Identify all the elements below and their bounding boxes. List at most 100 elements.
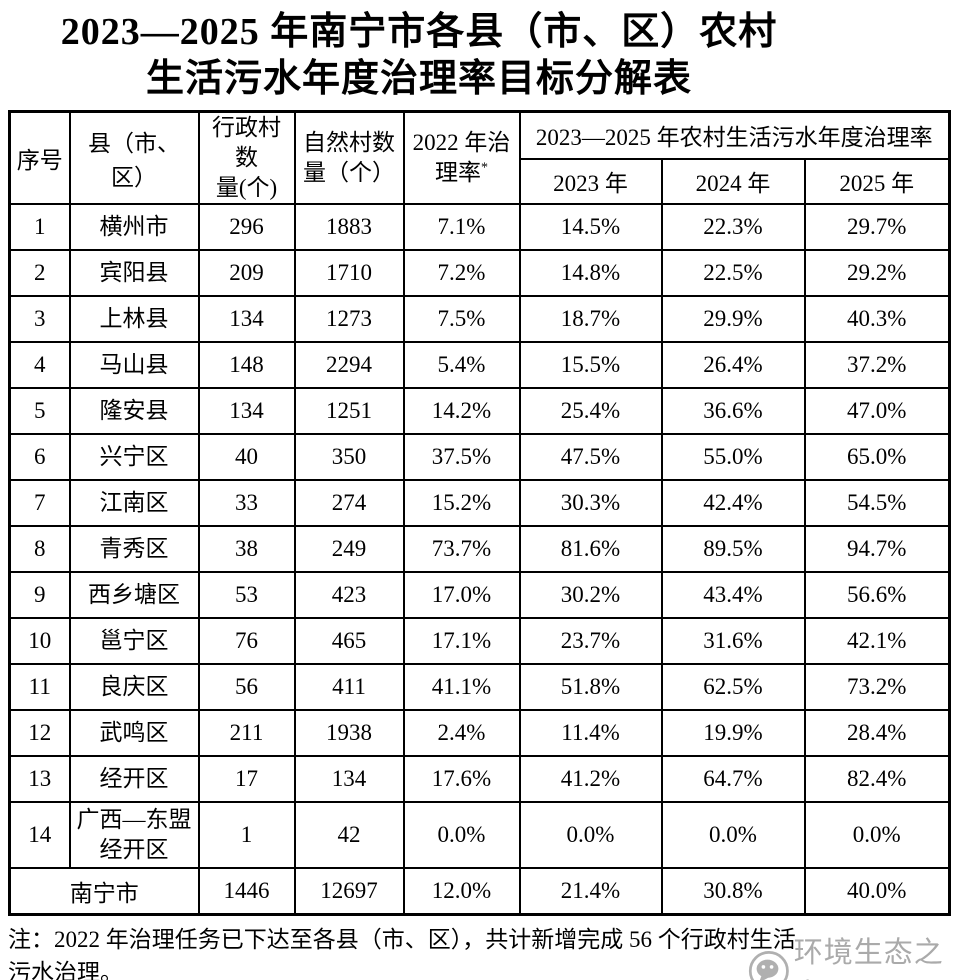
header-natural-villages: 自然村数 量（个） [293, 110, 405, 205]
natural-villages-cell: 2294 [293, 341, 405, 389]
rate-2023-cell: 23.7% [518, 617, 663, 665]
treatment-rate-table: 序号 县（市、区） 行政村数 量(个) 自然村数 量（个） 2022 年治 理率… [8, 110, 952, 916]
rate-2022-cell: 37.5% [402, 433, 521, 481]
page-title: 2023—2025 年南宁市各县（市、区）农村 生活污水年度治理率目标分解表 [0, 9, 838, 103]
rate-2022-cell: 14.2% [402, 387, 521, 435]
row-index-cell: 4 [8, 341, 71, 389]
rate-2025-cell: 40.3% [803, 295, 951, 343]
rate-2022-cell: 17.6% [402, 755, 521, 803]
rate-2024-cell: 22.3% [660, 203, 806, 251]
admin-villages-cell: 209 [197, 249, 296, 297]
title-line-2: 生活污水年度治理率目标分解表 [145, 58, 692, 100]
rate-2023-cell: 51.8% [518, 663, 663, 711]
natural-villages-cell: 1710 [293, 249, 405, 297]
row-index-cell: 11 [8, 663, 71, 711]
rate-2024-cell: 89.5% [660, 525, 806, 573]
header-admin-villages: 行政村数 量(个) [197, 110, 296, 205]
natural-villages-cell: 1938 [293, 709, 405, 757]
county-cell: 邕宁区 [68, 617, 200, 665]
rate-2023-cell: 25.4% [518, 387, 663, 435]
admin-villages-cell: 1 [197, 801, 296, 869]
rate-2024-cell: 22.5% [660, 249, 806, 297]
admin-villages-cell: 76 [197, 617, 296, 665]
rate-2023-cell: 11.4% [518, 709, 663, 757]
county-cell: 良庆区 [68, 663, 200, 711]
table-row: 7 江南区 33 274 15.2% 30.3% 42.4% 54.5% [8, 479, 951, 527]
natural-villages-cell: 465 [293, 617, 405, 665]
row-index-cell: 13 [8, 755, 71, 803]
natural-villages-cell: 1883 [293, 203, 405, 251]
rate-2023-cell: 81.6% [518, 525, 663, 573]
rate-2024-cell: 64.7% [660, 755, 806, 803]
header-index: 序号 [8, 110, 71, 205]
county-cell: 上林县 [68, 295, 200, 343]
rate-2025-cell: 29.7% [803, 203, 951, 251]
rate-2024-cell: 26.4% [660, 341, 806, 389]
footnote-line-2: 污水治理。 [8, 959, 123, 980]
rate-2022-cell: 41.1% [402, 663, 521, 711]
table-row: 10 邕宁区 76 465 17.1% 23.7% 31.6% 42.1% [8, 617, 951, 665]
rate-2024-cell: 0.0% [660, 801, 806, 869]
county-cell: 武鸣区 [68, 709, 200, 757]
natural-villages-cell: 1251 [293, 387, 405, 435]
total-rate-2022-cell: 12.0% [402, 867, 521, 915]
rate-2022-cell: 2.4% [402, 709, 521, 757]
admin-villages-cell: 134 [197, 387, 296, 435]
row-index-cell: 8 [8, 525, 71, 573]
rate-2023-cell: 47.5% [518, 433, 663, 481]
table-row: 6 兴宁区 40 350 37.5% 47.5% 55.0% 65.0% [8, 433, 951, 481]
county-cell: 经开区 [68, 755, 200, 803]
admin-villages-cell: 17 [197, 755, 296, 803]
rate-2025-cell: 82.4% [803, 755, 951, 803]
total-row: 南宁市 1446 12697 12.0% 21.4% 30.8% 40.0% [8, 867, 951, 915]
rate-2022-cell: 7.1% [402, 203, 521, 251]
row-index-cell: 5 [8, 387, 71, 435]
rate-2024-cell: 43.4% [660, 571, 806, 619]
footnote-line-1: 注：2022 年治理任务已下达至各县（市、区），共计新增完成 56 个行政村生活 [8, 926, 796, 952]
rate-2022-cell: 73.7% [402, 525, 521, 573]
natural-villages-cell: 423 [293, 571, 405, 619]
natural-villages-cell: 350 [293, 433, 405, 481]
natural-villages-cell: 274 [293, 479, 405, 527]
natural-villages-cell: 42 [293, 801, 405, 869]
row-index-cell: 12 [8, 709, 71, 757]
rate-2024-cell: 55.0% [660, 433, 806, 481]
rate-2024-cell: 29.9% [660, 295, 806, 343]
rate-2024-cell: 31.6% [660, 617, 806, 665]
header-rate-2022-text: 2022 年治 理率 [412, 130, 511, 185]
header-year-2023: 2023 年 [518, 157, 663, 206]
county-cell: 宾阳县 [68, 249, 200, 297]
total-rate-2023-cell: 21.4% [518, 867, 663, 915]
row-index-cell: 9 [8, 571, 71, 619]
admin-villages-cell: 134 [197, 295, 296, 343]
admin-villages-cell: 38 [197, 525, 296, 573]
rate-2023-cell: 0.0% [518, 801, 663, 869]
rate-2024-cell: 42.4% [660, 479, 806, 527]
rate-2025-cell: 54.5% [803, 479, 951, 527]
rate-2022-cell: 15.2% [402, 479, 521, 527]
admin-villages-cell: 40 [197, 433, 296, 481]
table-row: 4 马山县 148 2294 5.4% 15.5% 26.4% 37.2% [8, 341, 951, 389]
table-row: 13 经开区 17 134 17.6% 41.2% 64.7% 82.4% [8, 755, 951, 803]
natural-villages-cell: 249 [293, 525, 405, 573]
admin-villages-cell: 56 [197, 663, 296, 711]
total-admin-villages-cell: 1446 [197, 867, 296, 915]
county-cell: 江南区 [68, 479, 200, 527]
rate-2025-cell: 29.2% [803, 249, 951, 297]
rate-2025-cell: 56.6% [803, 571, 951, 619]
rate-2023-cell: 14.5% [518, 203, 663, 251]
natural-villages-cell: 1273 [293, 295, 405, 343]
county-cell: 隆安县 [68, 387, 200, 435]
county-cell: 西乡塘区 [68, 571, 200, 619]
county-cell: 青秀区 [68, 525, 200, 573]
table-row: 5 隆安县 134 1251 14.2% 25.4% 36.6% 47.0% [8, 387, 951, 435]
rate-2022-cell: 5.4% [402, 341, 521, 389]
table-row: 2 宾阳县 209 1710 7.2% 14.8% 22.5% 29.2% [8, 249, 951, 297]
rate-2023-cell: 41.2% [518, 755, 663, 803]
admin-villages-cell: 211 [197, 709, 296, 757]
rate-2025-cell: 73.2% [803, 663, 951, 711]
rate-2023-cell: 30.2% [518, 571, 663, 619]
title-line-1: 2023—2025 年南宁市各县（市、区）农村 [60, 11, 778, 53]
rate-2025-cell: 0.0% [803, 801, 951, 869]
admin-villages-cell: 296 [197, 203, 296, 251]
